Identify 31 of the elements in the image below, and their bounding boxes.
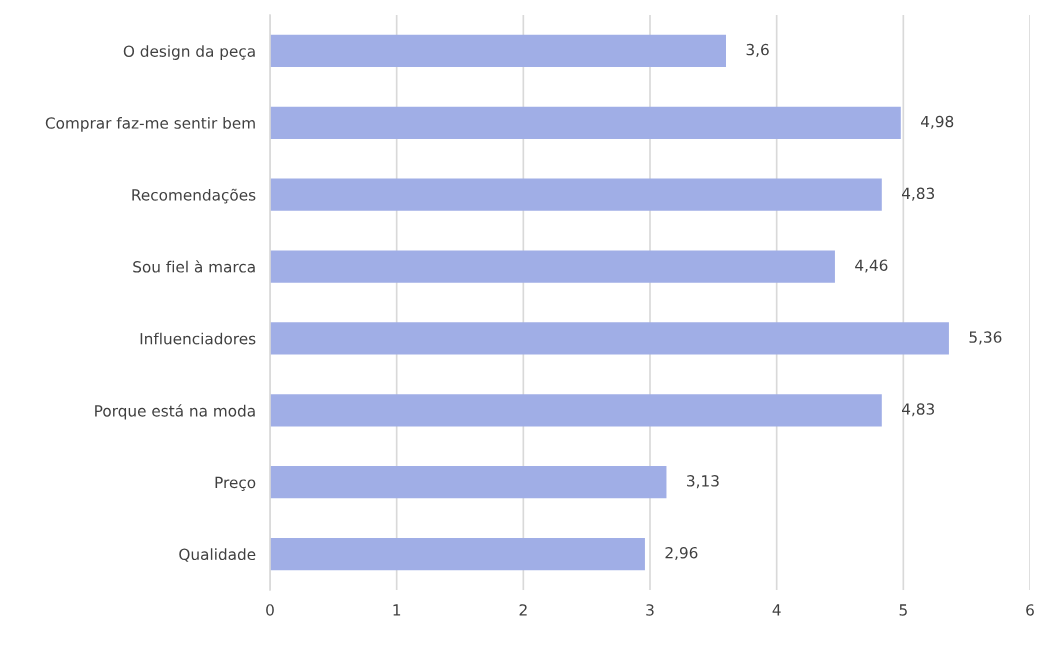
x-tick-label: 5 <box>899 604 907 616</box>
data-label: 5,36 <box>969 331 1002 345</box>
x-tick-label: 2 <box>519 604 527 616</box>
data-label: 4,46 <box>855 259 888 273</box>
bar <box>270 537 645 571</box>
y-tick-label: O design da peça <box>123 45 255 60</box>
bar <box>270 322 949 355</box>
y-tick-label: Comprar faz-me sentir bem <box>45 117 255 132</box>
bar <box>270 394 882 427</box>
bar <box>270 34 726 68</box>
x-tick-label: 4 <box>772 604 781 616</box>
x-tick-label: 6 <box>1026 604 1034 616</box>
x-tick-label: 3 <box>646 604 654 616</box>
bar <box>270 106 901 139</box>
y-tick-label: Qualidade <box>179 548 256 562</box>
y-tick-label: Preço <box>215 476 256 491</box>
y-tick-label: Sou fiel à marca <box>133 260 255 273</box>
data-label: 4,83 <box>901 403 935 417</box>
y-tick-label: Recomendações <box>132 188 256 204</box>
y-tick-label: Influenciadores <box>140 332 256 345</box>
bar <box>270 178 882 211</box>
bar <box>270 466 667 499</box>
data-label: 4,83 <box>901 187 935 201</box>
data-label: 3,6 <box>746 43 769 57</box>
data-label: 3,13 <box>687 475 719 489</box>
data-label: 2,96 <box>665 546 698 561</box>
x-tick-label: 1 <box>393 604 401 616</box>
bar <box>270 250 835 283</box>
y-tick-label: Porque está na moda <box>95 404 255 420</box>
x-tick-label: 0 <box>266 604 274 616</box>
data-label: 4,98 <box>920 115 954 129</box>
